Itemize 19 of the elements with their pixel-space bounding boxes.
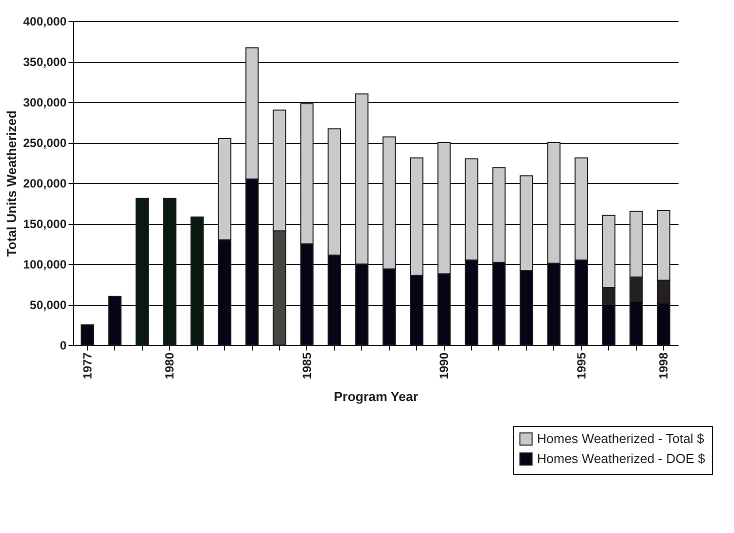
y-tick-label: 0 (60, 338, 67, 352)
x-tick-label: 1995 (574, 352, 588, 380)
y-tick-label: 50,000 (30, 298, 67, 312)
y-tick-label: 400,000 (23, 14, 67, 28)
y-axis-title: Total Units Weatherized (4, 110, 20, 257)
y-tick-label: 200,000 (23, 176, 67, 190)
x-tick-label: 1980 (162, 352, 177, 380)
x-tick-label: 1990 (437, 352, 452, 380)
y-tick-label: 100,000 (23, 258, 67, 272)
y-tick-label: 150,000 (23, 217, 67, 231)
x-tick-label: 1977 (80, 352, 94, 380)
x-tick-label: 1985 (300, 352, 314, 380)
legend-label: Homes Weatherized - DOE $ (537, 451, 706, 466)
y-tick-label: 350,000 (23, 55, 67, 69)
x-axis-title: Program Year (334, 389, 418, 404)
y-tick-label: 250,000 (23, 136, 67, 150)
y-tick-label: 300,000 (23, 96, 67, 110)
legend-label: Homes Weatherized - Total $ (537, 431, 705, 446)
x-tick-label: 1998 (656, 352, 671, 380)
